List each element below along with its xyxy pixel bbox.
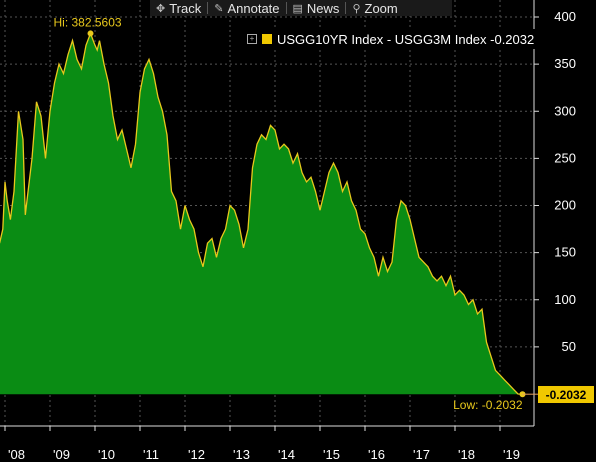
y-tick-label: 300 — [554, 103, 576, 118]
y-tick-label: 100 — [554, 292, 576, 307]
legend-swatch — [262, 34, 272, 44]
x-tick-label: '12 — [188, 447, 205, 462]
x-tick-label: '13 — [233, 447, 250, 462]
toolbar-divider — [345, 2, 347, 14]
x-tick-label: '16 — [368, 447, 385, 462]
plus-box-icon[interactable]: + — [247, 34, 257, 44]
y-tick-label: 350 — [554, 56, 576, 71]
last-value-text: -0.2032 — [545, 387, 587, 402]
x-tick-label: '11 — [143, 447, 159, 462]
chart-axes — [0, 0, 535, 427]
magnifier-icon: ⚲ — [352, 2, 361, 15]
toolbar-divider — [207, 2, 209, 14]
y-tick-label: 400 — [554, 9, 576, 24]
high-marker — [87, 30, 94, 37]
track-button[interactable]: ✥ Track — [156, 1, 201, 16]
low-annotation: Low: -0.2032 — [453, 398, 523, 412]
annotate-button[interactable]: ✎ Annotate — [214, 1, 279, 16]
x-tick-label: '19 — [503, 447, 520, 462]
y-axis-ticks: 400 350 300 250 200 150 100 50 — [534, 9, 576, 354]
y-tick-label: 50 — [562, 339, 576, 354]
high-annotation: Hi: 382.5603 — [54, 15, 122, 29]
crosshair-icon: ✥ — [156, 2, 166, 15]
x-tick-label: '15 — [323, 447, 340, 462]
x-tick-label: '10 — [98, 447, 115, 462]
track-label: Track — [169, 0, 202, 16]
x-tick-label: '14 — [278, 447, 295, 462]
chart-legend[interactable]: + USGG10YR Index - USGG3M Index -0.2032 — [243, 29, 539, 49]
y-tick-label: 150 — [554, 245, 576, 260]
zoom-label: Zoom — [364, 0, 398, 16]
news-button[interactable]: ▤ News — [293, 1, 340, 16]
pencil-icon: ✎ — [214, 2, 224, 15]
x-axis-ticks: '08 '09 '10 '11 '12 '13 '14 '15 '16 '17 '18 '19 — [4, 426, 520, 462]
last-value-tag: -0.2032 — [538, 386, 594, 404]
series-line — [0, 31, 523, 395]
x-tick-label: '17 — [413, 447, 430, 462]
x-tick-label: '09 — [53, 447, 70, 462]
chart-toolbar: ✥ Track ✎ Annotate ▤ News ⚲ Zoom — [150, 0, 452, 16]
news-icon: ▤ — [292, 2, 303, 15]
toolbar-divider — [285, 2, 287, 14]
zoom-button[interactable]: ⚲ Zoom — [352, 1, 397, 16]
annotate-label: Annotate — [227, 0, 280, 16]
x-tick-label: '18 — [458, 447, 475, 462]
news-label: News — [306, 0, 340, 16]
y-tick-label: 250 — [554, 150, 576, 165]
x-tick-label: '08 — [8, 447, 25, 462]
legend-label: USGG10YR Index - USGG3M Index -0.2032 — [277, 31, 535, 47]
y-tick-label: 200 — [554, 198, 576, 213]
series-area — [0, 33, 523, 395]
